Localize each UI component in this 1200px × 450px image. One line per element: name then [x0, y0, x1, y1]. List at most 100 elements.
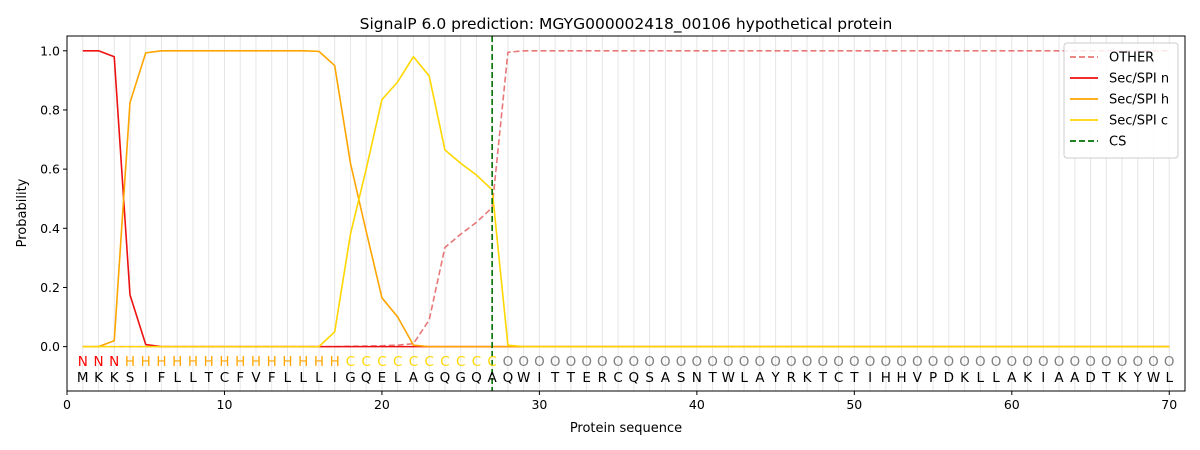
y-tick-label: 0.2 — [40, 280, 60, 295]
residue-letter: G — [345, 370, 355, 386]
region-label: H — [235, 354, 245, 370]
region-label: O — [566, 354, 577, 370]
region-label: O — [503, 354, 514, 370]
residue-letter: E — [582, 370, 591, 386]
y-tick-label: 0.8 — [40, 102, 60, 117]
residue-letter: I — [868, 370, 872, 386]
x-tick-label: 60 — [1004, 397, 1020, 412]
residue-letter: Q — [361, 370, 372, 386]
region-label: O — [534, 354, 545, 370]
residue-letter: D — [1085, 370, 1095, 386]
residue-letter: K — [1118, 370, 1128, 386]
region-label: O — [943, 354, 954, 370]
residue-letter: K — [960, 370, 970, 386]
residue-letter: N — [692, 370, 702, 386]
series-lines — [82, 49, 1170, 348]
x-tick-label: 20 — [374, 397, 390, 412]
legend-box — [1063, 42, 1179, 159]
region-label: O — [928, 354, 939, 370]
residue-letter: G — [455, 370, 465, 386]
region-label: O — [1069, 354, 1080, 370]
region-label: O — [1006, 354, 1017, 370]
series-line-sec-spi-c — [82, 55, 1170, 348]
residue-letter: T — [1101, 370, 1111, 386]
residue-letter: L — [977, 370, 985, 386]
region-label: O — [770, 354, 781, 370]
chart-title: SignalP 6.0 prediction: MGYG000002418_00… — [360, 15, 893, 34]
legend-label: Sec/SPI h — [1109, 93, 1169, 108]
region-label: H — [156, 354, 166, 370]
residue-letter: L — [173, 370, 181, 386]
residue-letter: A — [409, 370, 419, 386]
residue-letter: Q — [471, 370, 482, 386]
y-ticks: 0.0 0.2 0.4 0.6 0.8 1.0 — [40, 43, 67, 354]
residue-letter: F — [158, 370, 166, 386]
residue-letter: L — [394, 370, 402, 386]
region-label: O — [644, 354, 655, 370]
residue-letter: E — [378, 370, 387, 386]
residue-letter: L — [992, 370, 1000, 386]
residue-letter: K — [803, 370, 813, 386]
residue-letter: K — [94, 370, 104, 386]
residue-letter: Y — [770, 370, 780, 386]
residue-letter: K — [1023, 370, 1033, 386]
region-label: O — [581, 354, 592, 370]
legend: OTHER Sec/SPI n Sec/SPI h Sec/SPI c CS — [1063, 42, 1179, 159]
region-label: O — [707, 354, 718, 370]
plot-frame — [66, 35, 1186, 392]
sequence-gridlines — [82, 36, 1170, 391]
residue-letter: A — [488, 370, 498, 386]
region-label: C — [409, 354, 418, 370]
region-label: O — [613, 354, 624, 370]
region-label: O — [786, 354, 797, 370]
y-tick-label: 0.0 — [40, 339, 60, 354]
region-label: O — [1038, 354, 1049, 370]
region-label: O — [912, 354, 923, 370]
region-label: O — [755, 354, 766, 370]
region-label: O — [865, 354, 876, 370]
residue-letter: T — [566, 370, 576, 386]
region-label: H — [298, 354, 308, 370]
region-label: O — [1085, 354, 1096, 370]
region-label: O — [802, 354, 813, 370]
residue-letter: I — [144, 370, 148, 386]
residue-letter: S — [677, 370, 686, 386]
residue-letter: L — [315, 370, 323, 386]
residue-letter: A — [1007, 370, 1017, 386]
region-label: O — [1148, 354, 1159, 370]
legend-label: OTHER — [1109, 51, 1154, 66]
x-tick-label: 10 — [217, 397, 233, 412]
region-label: O — [1117, 354, 1128, 370]
residue-letter: A — [1054, 370, 1064, 386]
residue-letter: V — [251, 370, 261, 386]
residue-letter: T — [550, 370, 560, 386]
region-label: O — [975, 354, 986, 370]
y-tick-label: 0.4 — [40, 221, 60, 236]
region-label: O — [1022, 354, 1033, 370]
region-label: O — [896, 354, 907, 370]
residue-letter: L — [189, 370, 197, 386]
x-tick-label: 40 — [689, 397, 705, 412]
region-label: H — [314, 354, 324, 370]
region-label: O — [660, 354, 671, 370]
residue-letter: Y — [1133, 370, 1143, 386]
region-label: O — [629, 354, 640, 370]
residue-letter: S — [126, 370, 135, 386]
residue-letter: H — [896, 370, 906, 386]
region-label: O — [1164, 354, 1175, 370]
region-label: O — [991, 354, 1002, 370]
region-label: O — [1101, 354, 1112, 370]
residue-letter: C — [834, 370, 843, 386]
residue-letter: A — [1070, 370, 1080, 386]
series-line-other — [82, 49, 1170, 348]
region-label: O — [550, 354, 561, 370]
region-label: C — [346, 354, 355, 370]
residue-letter: R — [598, 370, 607, 386]
series-line-sec-spi-h — [82, 49, 1170, 348]
y-axis-label: Probability — [15, 178, 30, 247]
residue-letter: W — [722, 370, 735, 386]
region-label: O — [1054, 354, 1065, 370]
region-label: O — [849, 354, 860, 370]
residue-letter: F — [268, 370, 276, 386]
region-label: H — [188, 354, 198, 370]
